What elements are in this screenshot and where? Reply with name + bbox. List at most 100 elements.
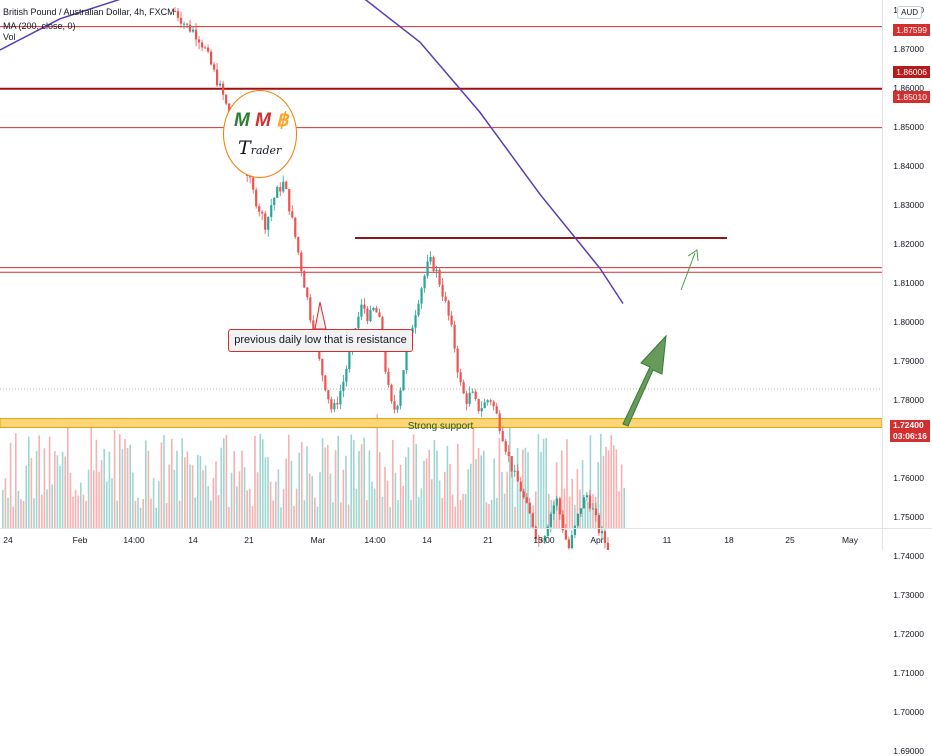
candle-body [378, 312, 381, 318]
volume-bar [233, 451, 235, 528]
volume-bar [2, 489, 4, 528]
candle-body [393, 401, 396, 410]
volume-bar [264, 457, 267, 528]
candle-body [567, 539, 570, 549]
volume-bar [22, 501, 25, 528]
candle-body [483, 402, 486, 409]
volume-bar [173, 469, 176, 528]
volume-bar [334, 450, 337, 528]
currency-button[interactable]: AUD [897, 6, 922, 19]
price-tick: 1.85000 [893, 122, 924, 132]
volume-bar [410, 500, 412, 528]
time-tick: Apr [590, 535, 604, 545]
volume-bar [106, 481, 108, 528]
time-tick: 13:00 [533, 535, 555, 545]
candle-body [203, 47, 207, 49]
volume-bar [392, 440, 394, 528]
volume-bar [431, 479, 433, 528]
volume-bar [314, 497, 316, 528]
candle-body [324, 375, 327, 391]
volume-bar [160, 442, 163, 528]
volume-bar [405, 457, 407, 528]
volume-bar [147, 450, 150, 528]
candle-body [597, 515, 601, 534]
candle-body [285, 181, 288, 189]
volume-bar [171, 438, 173, 528]
symbol-title[interactable]: British Pound / Australian Dollar, 4h, F… [3, 7, 175, 17]
volume-bar [376, 414, 378, 528]
price-tick: 1.82000 [893, 239, 924, 249]
candle-body [582, 497, 586, 509]
volume-bar [337, 435, 339, 528]
volume-bar [488, 504, 490, 528]
ma-legend[interactable]: MA (200, close, 0) [3, 21, 76, 31]
candle-body [318, 345, 321, 359]
candle-body [219, 83, 222, 86]
volume-bar [340, 502, 342, 528]
volume-bar [441, 497, 443, 528]
candle-body [537, 538, 540, 541]
volume-bar [514, 506, 516, 528]
price-tick: 1.69000 [893, 746, 924, 756]
volume-bar [267, 457, 269, 528]
volume-bar [493, 458, 495, 528]
volume-bar [566, 439, 568, 528]
volume-bar [498, 438, 501, 528]
volume-bar [542, 438, 545, 528]
candle-body [188, 24, 192, 32]
logo-word: Trader [238, 137, 282, 159]
price-chart[interactable] [0, 0, 932, 550]
candle-body [396, 405, 399, 410]
volume-legend[interactable]: Vol [3, 32, 16, 42]
resistance-callout[interactable]: previous daily low that is resistance [228, 329, 413, 352]
volume-bar [77, 495, 79, 528]
volume-bar [540, 451, 542, 528]
candle-body [579, 508, 583, 514]
candle-body [261, 211, 264, 214]
candle-body [345, 368, 348, 382]
volume-bar [165, 502, 168, 528]
time-tick: 18 [724, 535, 734, 545]
volume-bar [178, 500, 181, 528]
candle-body [438, 269, 441, 285]
volume-bar [618, 491, 620, 528]
volume-bar [467, 469, 469, 528]
volume-bar [246, 490, 248, 528]
volume-bar [511, 472, 514, 528]
candle-body [465, 393, 468, 404]
candle-body [414, 315, 417, 328]
volume-bar [623, 487, 625, 528]
plot-background [0, 0, 882, 528]
volume-bar [41, 494, 43, 528]
candle-body [459, 372, 462, 383]
volume-bar [20, 499, 22, 528]
volume-bar [85, 500, 87, 528]
volume-bar [74, 489, 77, 528]
volume-bar [119, 434, 121, 528]
candle-body [555, 498, 558, 506]
volume-bar [353, 439, 355, 528]
volume-bar [381, 496, 384, 528]
strong-support-label: Strong support [407, 421, 474, 432]
volume-bar [308, 473, 311, 528]
price-tick: 1.74000 [893, 551, 924, 561]
volume-bar [184, 457, 186, 528]
volume-bar [620, 464, 623, 528]
volume-bar [67, 423, 69, 528]
volume-bar [56, 455, 59, 528]
volume-bar [290, 460, 293, 528]
volume-bar [613, 445, 615, 528]
candle-body [591, 508, 595, 510]
candle-body [360, 304, 363, 317]
volume-bar [241, 450, 243, 528]
volume-bar [350, 434, 352, 528]
volume-bar [363, 437, 365, 528]
volume-bar [412, 434, 415, 528]
volume-bar [176, 450, 178, 528]
candle-body [333, 402, 336, 410]
volume-bar [210, 500, 212, 528]
horizontal-levels[interactable] [0, 26, 882, 273]
volume-bar [503, 493, 506, 528]
candle-body [552, 505, 555, 514]
